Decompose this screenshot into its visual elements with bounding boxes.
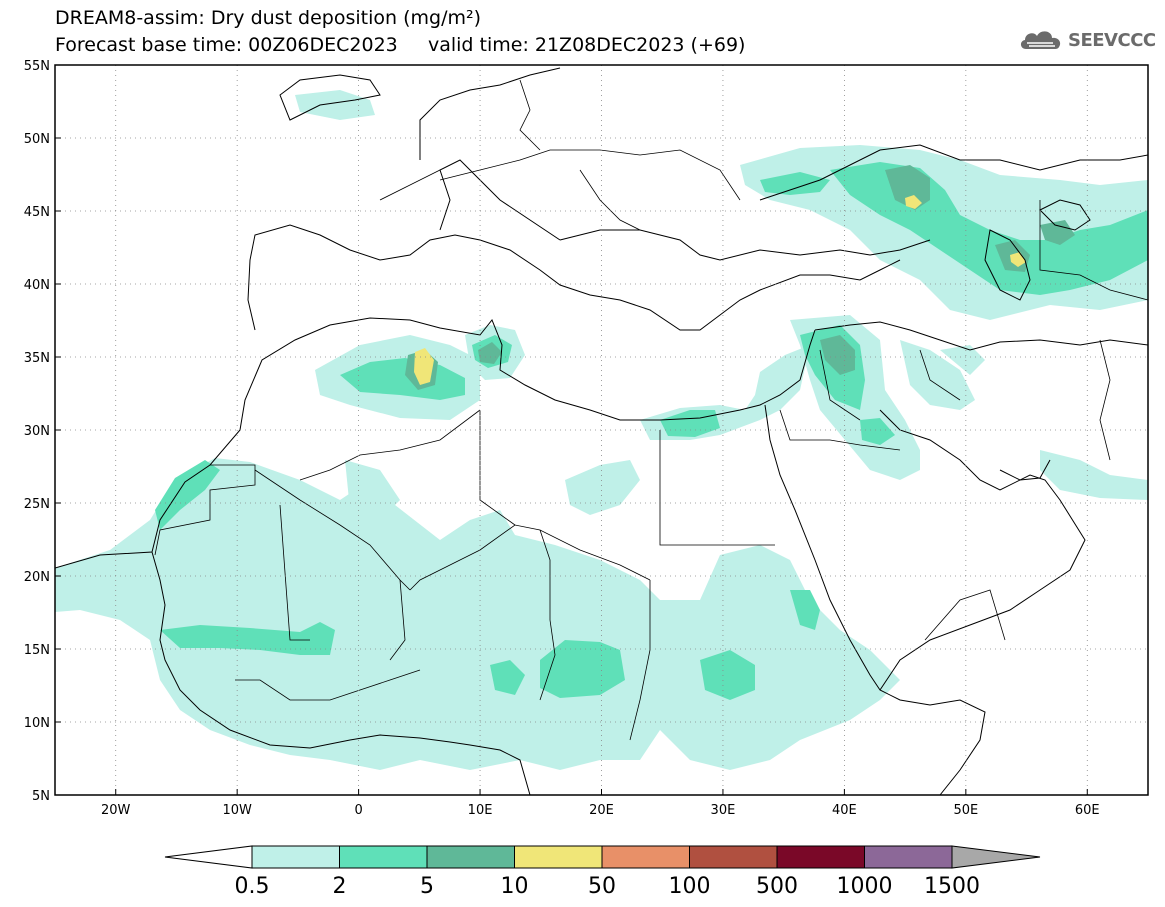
legend-label: 1500 xyxy=(924,874,980,899)
legend-swatch xyxy=(776,845,865,869)
legend-label: 50 xyxy=(588,874,616,899)
dust-contours xyxy=(55,90,1148,770)
legend-swatch xyxy=(251,845,340,869)
lon-label: 10E xyxy=(468,803,493,818)
legend-label: 5 xyxy=(420,874,434,899)
base-time: Forecast base time: 00Z06DEC2023 xyxy=(55,34,398,56)
legend-min-arrow xyxy=(164,845,253,869)
legend-label: 100 xyxy=(669,874,711,899)
legend-swatch xyxy=(514,845,603,869)
legend-swatch xyxy=(339,845,428,869)
time-info: Forecast base time: 00Z06DEC2023 valid t… xyxy=(55,35,745,55)
lat-label: 10N xyxy=(24,716,50,731)
logo-text: SEEVCCC xyxy=(1068,29,1156,51)
legend-swatch xyxy=(689,845,778,869)
color-legend: 0.5 2 5 10 50 100 500 1000 1500 xyxy=(164,845,1041,899)
lat-label: 55N xyxy=(24,59,50,74)
legend-label: 500 xyxy=(756,874,798,899)
lat-label: 15N xyxy=(24,643,50,658)
lat-label: 25N xyxy=(24,497,50,512)
lon-label: 0 xyxy=(354,803,362,818)
lon-label: 30E xyxy=(711,803,736,818)
legend-label: 10 xyxy=(501,874,529,899)
lat-label: 30N xyxy=(24,424,50,439)
legend-label: 1000 xyxy=(837,874,893,899)
legend-swatch xyxy=(601,845,690,869)
lon-label: 10W xyxy=(222,803,252,818)
lon-label: 40E xyxy=(832,803,857,818)
legend-label: 0.5 xyxy=(235,874,270,899)
lat-label: 50N xyxy=(24,132,50,147)
lat-label: 35N xyxy=(24,351,50,366)
cloud-icon xyxy=(1020,31,1061,49)
lat-label: 45N xyxy=(24,205,50,220)
lat-label: 20N xyxy=(24,570,50,585)
lon-label: 20W xyxy=(101,803,131,818)
valid-time: valid time: 21Z08DEC2023 (+69) xyxy=(427,34,746,56)
seevccc-logo: SEEVCCC xyxy=(1018,27,1156,53)
coastlines xyxy=(55,67,1148,795)
lon-axis: 20W 10W 0 10E 20E 30E 40E 50E 60E xyxy=(101,789,1100,818)
lat-axis: 55N 50N 45N 40N 35N 30N 25N 20N 15N 10N 5N xyxy=(24,59,61,804)
map-title: DREAM8-assim: Dry dust deposition (mg/m²… xyxy=(55,7,482,29)
legend-swatch xyxy=(426,845,515,869)
legend-swatch xyxy=(864,845,953,869)
lon-label: 20E xyxy=(589,803,614,818)
legend-max-arrow xyxy=(951,845,1041,869)
gridlines xyxy=(55,65,1148,795)
lat-label: 40N xyxy=(24,278,50,293)
lon-label: 60E xyxy=(1075,803,1100,818)
lat-label: 5N xyxy=(32,789,50,804)
lon-label: 50E xyxy=(953,803,978,818)
legend-label: 2 xyxy=(333,874,347,899)
